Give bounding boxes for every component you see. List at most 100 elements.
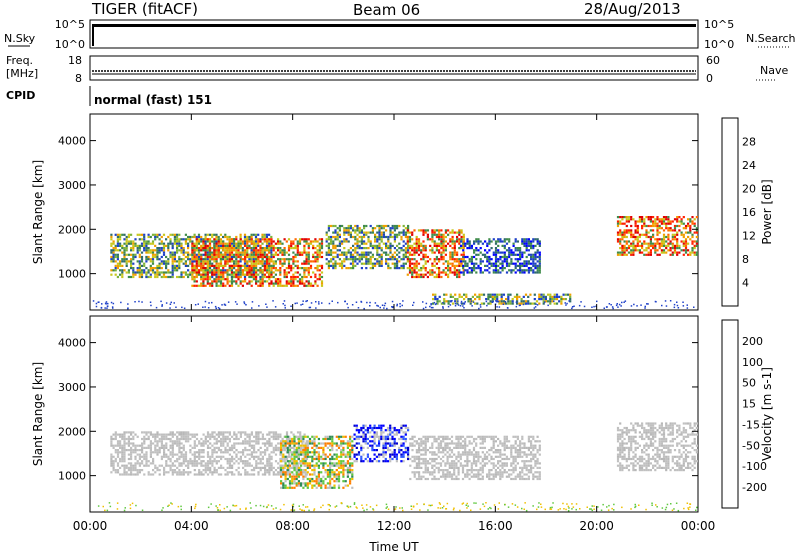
echo-cell <box>462 267 465 270</box>
echo-cell <box>257 262 260 265</box>
power-echoes <box>92 216 698 310</box>
echo-cell <box>204 278 207 281</box>
echo-cell <box>647 251 650 254</box>
echo-cell <box>248 258 251 261</box>
echo-cell <box>287 249 291 252</box>
echo-cell <box>281 457 284 461</box>
echo-cell <box>165 437 168 441</box>
echo-cell <box>156 444 159 447</box>
echo-cell <box>406 242 409 245</box>
echo-cell <box>143 249 146 252</box>
echo-cell <box>163 444 166 447</box>
echo-cell <box>270 267 273 270</box>
echo-cell <box>237 437 240 441</box>
echo-cell <box>662 218 666 221</box>
echo-cell <box>184 435 188 438</box>
echo-cell <box>204 269 207 272</box>
echo-cell <box>451 253 454 256</box>
echo-cell <box>250 260 253 263</box>
echo-cell <box>440 247 443 250</box>
echo-cell <box>130 267 133 270</box>
echo-cell <box>320 238 324 241</box>
echo-cell <box>158 233 161 236</box>
echo-cell <box>255 455 258 458</box>
echo-cell <box>510 260 513 263</box>
echo-cell <box>180 437 183 441</box>
echo-cell <box>246 251 249 254</box>
echo-cell <box>492 271 495 274</box>
echo-cell <box>324 435 327 438</box>
echo-cell <box>466 264 469 267</box>
echo-cell <box>130 451 133 454</box>
echo-cell <box>237 240 240 243</box>
echo-cell <box>658 244 661 247</box>
echo-cell <box>281 242 284 245</box>
echo-cell <box>320 457 323 461</box>
noise-cell <box>612 307 614 310</box>
echo-cell <box>202 264 205 267</box>
echo-cell <box>147 255 150 259</box>
echo-cell <box>654 218 657 221</box>
echo-cell <box>440 229 443 232</box>
echo-cell <box>200 449 203 452</box>
echo-cell <box>402 253 405 256</box>
echo-cell <box>662 242 666 245</box>
noise-cell <box>183 307 186 309</box>
echo-cell <box>429 271 432 274</box>
echo-cell <box>206 247 209 250</box>
echo-cell <box>191 244 194 247</box>
echo-cell <box>274 282 277 285</box>
echo-cell <box>380 224 383 228</box>
echo-cell <box>432 293 435 296</box>
echo-cell <box>263 269 266 272</box>
echo-cell <box>145 433 148 436</box>
echo-cell <box>324 437 327 441</box>
echo-cell <box>649 220 652 223</box>
echo-cell <box>187 462 190 465</box>
echo-cell <box>459 271 463 274</box>
echo-cell <box>453 242 456 245</box>
echo-cell <box>178 444 181 447</box>
echo-cell <box>224 451 227 454</box>
echo-cell <box>367 258 370 261</box>
echo-cell <box>331 486 334 489</box>
echo-cell <box>305 284 308 287</box>
echo-cell <box>503 238 506 241</box>
echo-cell <box>272 264 275 267</box>
echo-cell <box>156 235 159 239</box>
echo-cell <box>193 235 196 239</box>
echo-cell <box>532 258 535 261</box>
echo-cell <box>193 433 196 436</box>
echo-cell <box>324 477 327 481</box>
echo-cell <box>404 242 407 245</box>
echo-cell <box>354 229 357 232</box>
echo-cell <box>356 258 359 261</box>
echo-cell <box>671 251 674 254</box>
echo-cell <box>184 264 187 267</box>
echo-cell <box>393 267 396 270</box>
nsky-tick-high: 10^5 <box>55 18 85 31</box>
echo-cell <box>143 457 146 461</box>
echo-cell <box>193 275 196 279</box>
echo-cell <box>193 247 196 250</box>
noise-cell <box>309 306 312 309</box>
echo-cell <box>475 258 478 261</box>
echo-cell <box>538 295 541 298</box>
echo-cell <box>228 242 231 245</box>
echo-cell <box>182 473 185 476</box>
echo-cell <box>235 460 238 463</box>
echo-cell <box>255 255 258 259</box>
echo-cell <box>676 251 679 254</box>
echo-cell <box>304 460 307 463</box>
echo-cell <box>312 271 315 274</box>
echo-cell <box>123 269 126 272</box>
echo-cell <box>387 244 390 247</box>
echo-cell <box>246 262 249 265</box>
echo-cell <box>259 271 262 274</box>
echo-cell <box>187 244 190 247</box>
echo-cell <box>268 460 271 463</box>
echo-cell <box>191 260 194 263</box>
echo-cell <box>127 466 130 469</box>
echo-cell <box>162 242 166 245</box>
echo-cell <box>693 224 696 228</box>
